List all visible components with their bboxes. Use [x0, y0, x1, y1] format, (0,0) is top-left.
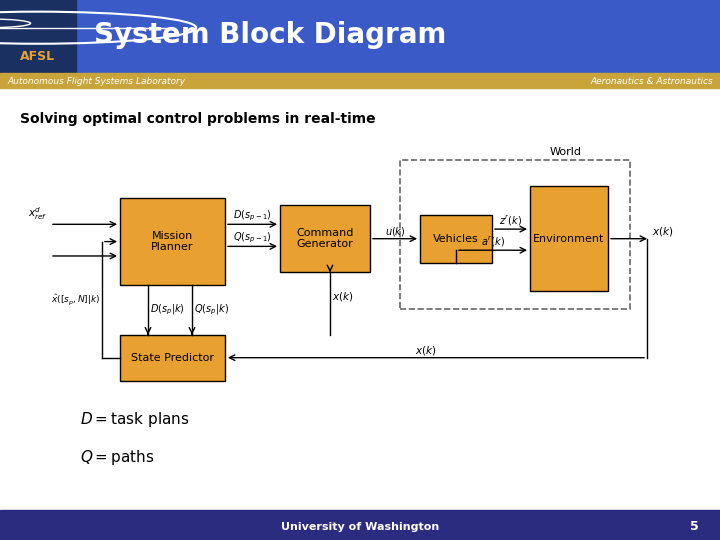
Bar	[0, 0, 76, 73]
Text: $z^r(k)$: $z^r(k)$	[500, 214, 523, 228]
Text: $Q = \mathrm{paths}$: $Q = \mathrm{paths}$	[80, 448, 155, 467]
Text: State Predictor: State Predictor	[131, 353, 214, 363]
Text: $Q(s_{p-1})$: $Q(s_{p-1})$	[233, 231, 272, 245]
Text: Solving optimal control problems in real-time: Solving optimal control problems in real…	[20, 112, 376, 126]
Text: $Q(s_p|k)$: $Q(s_p|k)$	[194, 302, 229, 317]
Text: $D = \mathrm{task\ plans}$: $D = \mathrm{task\ plans}$	[80, 410, 189, 429]
Text: System Block Diagram: System Block Diagram	[94, 21, 446, 49]
Text: University of Washington: University of Washington	[281, 522, 439, 532]
Bar	[120, 198, 225, 285]
Text: $\hat{x}([s_p, N]|k)$: $\hat{x}([s_p, N]|k)$	[50, 292, 100, 307]
Bar	[280, 205, 370, 272]
Text: $D(s_p|k)$: $D(s_p|k)$	[150, 302, 185, 317]
Text: $a^r(k)$: $a^r(k)$	[481, 235, 505, 249]
Bar	[420, 215, 492, 262]
Text: Autonomous Flight Systems Laboratory: Autonomous Flight Systems Laboratory	[7, 77, 185, 86]
Text: $x^d_{ref}$: $x^d_{ref}$	[28, 206, 48, 222]
Text: $x(k)$: $x(k)$	[415, 344, 437, 357]
Text: World: World	[549, 147, 582, 157]
Text: Mission
Planner: Mission Planner	[151, 231, 194, 252]
Text: $u(k)$: $u(k)$	[384, 225, 405, 238]
Text: Command
Generator: Command Generator	[297, 228, 354, 249]
Text: 5: 5	[690, 520, 698, 533]
Text: $x(k)$: $x(k)$	[652, 225, 674, 238]
Text: $D(s_{p-1})$: $D(s_{p-1})$	[233, 209, 272, 224]
Bar	[530, 186, 608, 292]
Bar	[400, 160, 630, 309]
Text: AFSL: AFSL	[20, 50, 55, 63]
Text: $x(k)$: $x(k)$	[332, 291, 354, 303]
Text: Aeronautics & Astronautics: Aeronautics & Astronautics	[590, 77, 713, 86]
Bar	[120, 335, 225, 381]
Text: Environment: Environment	[534, 234, 605, 244]
Text: Vehicles: Vehicles	[433, 234, 479, 244]
